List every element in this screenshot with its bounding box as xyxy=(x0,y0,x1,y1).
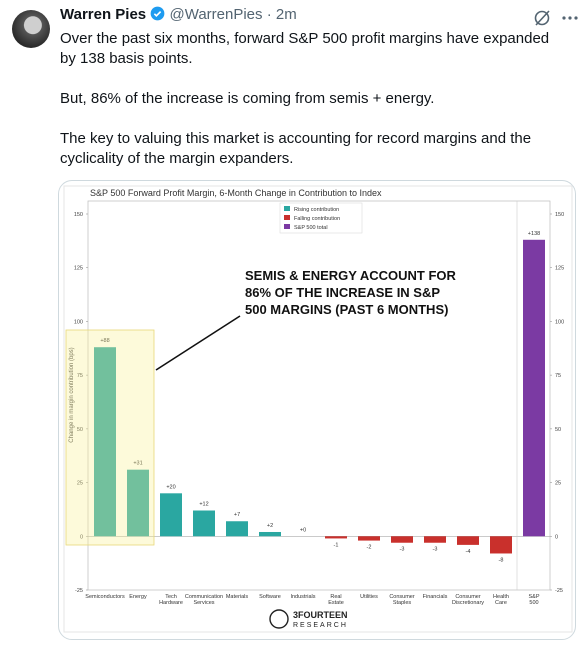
y-tick-label-right: 50 xyxy=(555,427,561,433)
y-tick-label: 0 xyxy=(80,534,83,540)
bar xyxy=(259,531,281,537)
y-tick-label: 25 xyxy=(77,481,83,487)
legend-swatch xyxy=(284,206,290,211)
value-label: -2 xyxy=(367,545,372,551)
logo-name: 3FOURTEEN xyxy=(293,610,348,620)
x-tick-label: Energy xyxy=(129,594,147,600)
value-label: +12 xyxy=(199,502,208,508)
tweet-header: Warren Pies @WarrenPies · 2m xyxy=(60,6,297,23)
annotation: SEMIS & ENERGY ACCOUNT FOR xyxy=(245,268,457,283)
x-tick-label: Health Care xyxy=(493,594,509,606)
bar xyxy=(358,536,380,541)
verified-badge xyxy=(150,6,165,21)
value-label: -4 xyxy=(466,549,471,555)
legend-swatch xyxy=(284,224,290,229)
y-tick-label-right: 75 xyxy=(555,373,561,379)
handle[interactable]: @WarrenPies xyxy=(169,6,263,23)
value-label: -8 xyxy=(499,557,504,563)
y-tick-label-right: 0 xyxy=(555,534,558,540)
bar xyxy=(94,347,116,537)
y-tick-label: 100 xyxy=(74,319,83,325)
x-tick-label: Tech Hardware xyxy=(159,594,183,606)
value-label: +31 xyxy=(133,461,142,467)
x-tick-label: Industrials xyxy=(290,594,315,600)
x-tick-label: Real Estate xyxy=(328,594,344,606)
plot-frame xyxy=(87,200,551,591)
chart-title: S&P 500 Forward Profit Margin, 6-Month C… xyxy=(90,188,382,198)
value-label: +88 xyxy=(100,338,109,344)
y-tick-label-right: 150 xyxy=(555,212,564,218)
x-tick-label: S&P 500 xyxy=(528,594,539,606)
x-tick-label: Consumer Staples xyxy=(389,594,415,606)
bar xyxy=(391,536,413,543)
bar xyxy=(490,536,512,554)
paragraph: Over the past six months, forward S&P 50… xyxy=(60,30,550,67)
bar xyxy=(193,510,215,537)
x-tick-label: Communication Services xyxy=(185,594,223,606)
bar xyxy=(226,521,248,537)
legend-box xyxy=(279,202,363,234)
y-tick-label: 75 xyxy=(77,373,83,379)
timestamp[interactable]: 2m xyxy=(275,6,297,23)
y-tick-label-right: -25 xyxy=(555,588,563,594)
more-button[interactable] xyxy=(560,8,580,28)
bar xyxy=(127,469,149,537)
logo-sub: RESEARCH xyxy=(293,622,348,629)
y-axis-label: Change in margin contribution (bps) xyxy=(69,347,75,442)
annotation: 86% OF THE INCREASE IN S&P xyxy=(245,285,440,300)
y-tick-label: 50 xyxy=(77,427,83,433)
x-tick-label: Software xyxy=(259,594,281,600)
bar xyxy=(424,536,446,543)
value-label: -3 xyxy=(400,547,405,553)
highlight-box xyxy=(65,329,155,546)
bar xyxy=(325,536,347,539)
value-label: -3 xyxy=(433,547,438,553)
tweet-text: Over the past six months, forward S&P 50… xyxy=(60,29,560,189)
x-tick-label: Semiconductors xyxy=(85,594,125,600)
avatar[interactable] xyxy=(12,10,50,48)
x-tick-label: Utilities xyxy=(360,594,378,600)
chart-background xyxy=(63,185,573,633)
media-frame[interactable] xyxy=(58,180,576,640)
display-name[interactable]: Warren Pies xyxy=(60,6,147,23)
bar xyxy=(457,536,479,545)
annotation: 500 MARGINS (PAST 6 MONTHS) xyxy=(245,302,448,317)
logo-icon xyxy=(269,609,289,629)
y-tick-label: -25 xyxy=(75,588,83,594)
y-tick-label: 150 xyxy=(74,212,83,218)
y-tick-label-right: 125 xyxy=(555,266,564,272)
bar xyxy=(160,493,182,537)
legend-label: Rising contribution xyxy=(294,207,339,213)
y-tick-label: 125 xyxy=(74,266,83,272)
x-tick-label: Consumer Discretionary xyxy=(452,594,484,606)
value-label: +2 xyxy=(267,523,273,529)
x-tick-label: Financials xyxy=(423,594,448,600)
legend-label: Falling contribution xyxy=(294,216,340,222)
annotation-arrow xyxy=(155,315,241,371)
legend-swatch xyxy=(284,215,290,220)
value-label: +20 xyxy=(166,484,175,490)
legend-label: S&P 500 total xyxy=(294,225,328,231)
x-tick-label: Materials xyxy=(226,594,249,600)
y-tick-label-right: 100 xyxy=(555,319,564,325)
value-label: +0 xyxy=(300,527,306,533)
value-label: +138 xyxy=(528,231,540,237)
bar xyxy=(523,239,545,537)
paragraph: But, 86% of the increase is coming from … xyxy=(60,90,435,107)
grok-icon[interactable] xyxy=(532,8,552,28)
separator: · xyxy=(266,6,272,23)
paragraph: The key to valuing this market is accoun… xyxy=(60,130,532,167)
y-tick-label-right: 25 xyxy=(555,481,561,487)
value-label: +7 xyxy=(234,512,240,518)
value-label: -1 xyxy=(334,542,339,548)
